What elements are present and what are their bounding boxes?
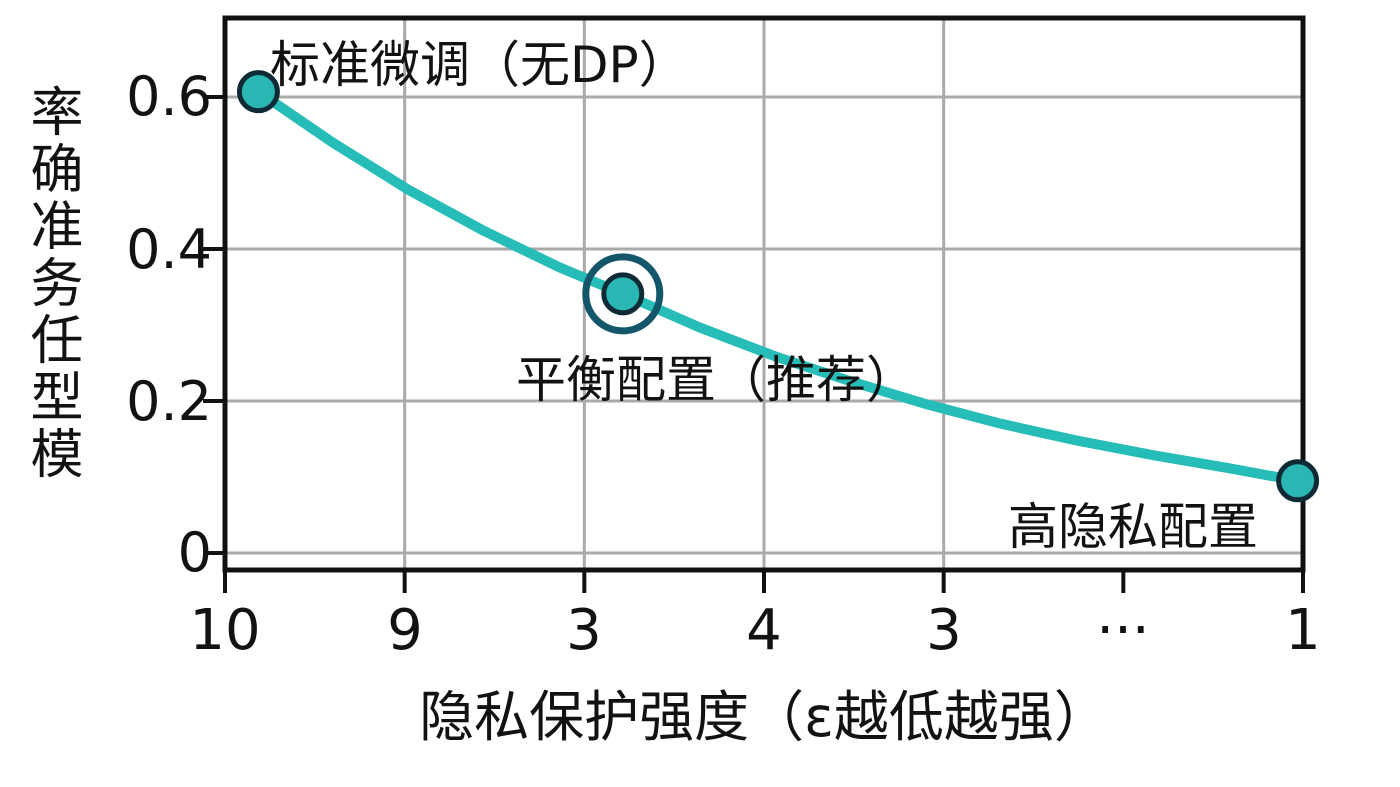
data-point [1276, 459, 1320, 503]
x-tick-label: 3 [926, 598, 962, 663]
trend-curve [253, 86, 1303, 486]
x-tick-label: 3 [566, 598, 602, 663]
x-tick-label: 9 [387, 598, 423, 663]
highlight-ring [582, 253, 664, 335]
x-tick-label: 4 [746, 598, 782, 663]
data-point [236, 70, 280, 114]
y-tick-label: 0.4 [126, 218, 212, 281]
x-axis-title: 隐私保护强度（ε越低越强） [419, 685, 1109, 749]
y-axis-title: 率确准务任型模 [22, 84, 83, 483]
y-tick-label: 0 [177, 521, 212, 584]
x-tick-label: ··· [1096, 598, 1150, 663]
annotation-no-dp: 标准微调（无DP） [270, 36, 689, 94]
annotation-high-privacy: 高隐私配置 [1008, 498, 1258, 556]
annotation-balanced-recommended: 平衡配置（推荐） [516, 351, 916, 409]
y-tick-label: 0.2 [126, 370, 212, 433]
data-point [601, 272, 645, 316]
x-tick-label: 1 [1285, 598, 1321, 663]
x-tick-label: 10 [189, 598, 261, 663]
y-tick-label: 0.6 [126, 65, 212, 128]
